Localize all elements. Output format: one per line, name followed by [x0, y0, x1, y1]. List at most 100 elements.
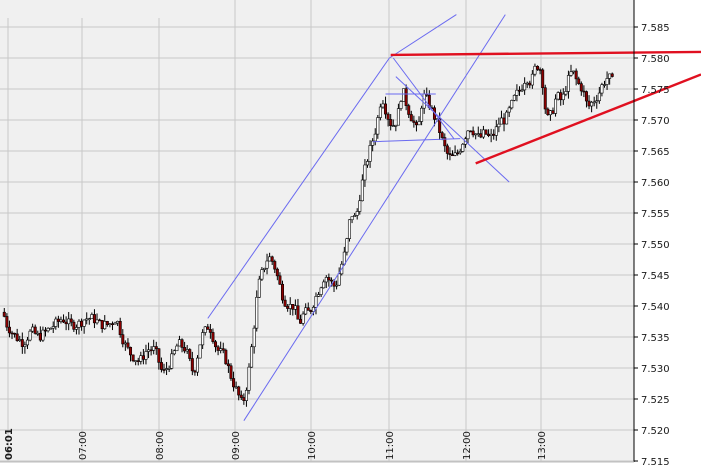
candle-body: [342, 251, 346, 265]
candle-body: [229, 365, 233, 379]
candle-body: [33, 326, 37, 334]
candle-body: [353, 215, 357, 217]
candle-body: [219, 348, 223, 351]
candle-body: [474, 133, 478, 136]
candle-series: [2, 63, 614, 407]
candle-body: [270, 256, 274, 262]
candle-body: [502, 117, 506, 125]
candle-body: [51, 326, 55, 329]
candle-body: [471, 130, 475, 136]
candle-body: [23, 344, 27, 347]
candle-body: [451, 154, 455, 157]
candle-body: [492, 133, 496, 136]
candle-body: [244, 390, 248, 401]
candle-body: [396, 108, 400, 126]
candle-body: [350, 216, 354, 221]
candle-body: [394, 124, 398, 127]
trend-line-resistance[interactable]: [390, 50, 701, 57]
candle-body: [561, 93, 565, 101]
trend-line-channel-upper[interactable]: [207, 57, 390, 319]
candle-body: [481, 129, 485, 138]
candle-body: [378, 106, 382, 118]
candle-body: [255, 296, 259, 329]
candle-body: [569, 71, 573, 76]
candle-body: [226, 363, 230, 367]
candle-body: [386, 113, 390, 120]
candle-body: [505, 111, 509, 125]
trend-line-channel-upper-ext[interactable]: [389, 14, 457, 59]
candle-body: [584, 91, 588, 102]
candle-body: [108, 323, 112, 325]
candle-body: [214, 341, 218, 348]
candle-body: [201, 332, 205, 346]
candle-body: [177, 339, 181, 347]
candle-body: [347, 219, 351, 239]
candle-body: [131, 354, 135, 362]
candle-body: [324, 277, 328, 283]
candle-body: [38, 332, 42, 341]
trend-lines: [207, 14, 701, 421]
time-tick-label: 06:01: [4, 428, 15, 460]
candle-body: [31, 326, 35, 332]
candle-body: [190, 358, 194, 372]
candle-body: [458, 151, 462, 154]
candle-body: [469, 130, 473, 133]
candle-body: [224, 349, 228, 365]
candle-body: [582, 90, 586, 93]
candle-body: [288, 304, 292, 309]
candle-body: [355, 211, 359, 216]
candle-body: [242, 397, 246, 401]
candle-body: [497, 123, 501, 128]
time-tick-label: 12:00: [462, 431, 473, 460]
candle-body: [49, 327, 53, 330]
time-axis[interactable]: 06:01 07:00 08:00 09:00 10:00 11:00 12:00 13:00: [4, 428, 548, 460]
candle-body: [237, 386, 241, 396]
candle-body: [546, 108, 550, 116]
price-tick-label: 7.580: [641, 54, 670, 65]
candle-body: [170, 353, 174, 369]
candle-body: [113, 322, 117, 325]
price-tick-label: 7.585: [641, 23, 670, 34]
candle-body: [25, 339, 29, 346]
candle-body: [548, 110, 552, 116]
candle-body: [564, 91, 568, 95]
price-tick-label: 7.560: [641, 178, 670, 189]
candle-body: [510, 100, 514, 109]
candle-body: [466, 130, 470, 140]
candle-body: [208, 329, 212, 333]
candle-body: [268, 256, 272, 262]
candle-body: [265, 260, 269, 269]
candle-body: [487, 133, 491, 136]
candle-body: [579, 83, 583, 92]
candle-body: [453, 152, 457, 156]
candle-body: [476, 133, 480, 135]
candle-body: [41, 329, 45, 341]
candle-body: [126, 342, 130, 348]
candle-body: [175, 345, 179, 352]
trend-line-channel-lower[interactable]: [243, 14, 506, 421]
trend-line-rising-support[interactable]: [475, 73, 701, 165]
candle-body: [98, 319, 102, 322]
candle-body: [64, 321, 68, 325]
candle-body: [250, 346, 254, 368]
trend-line-flag-bottom[interactable]: [372, 138, 461, 143]
candle-body: [87, 318, 91, 321]
candle-body: [440, 132, 444, 138]
candle-body: [185, 349, 189, 352]
candle-body: [195, 357, 199, 373]
candle-body: [445, 145, 449, 154]
candle-body: [80, 320, 84, 327]
candle-body: [420, 107, 424, 122]
trend-line-descend-upper[interactable]: [392, 57, 455, 139]
candle-body: [371, 140, 375, 146]
candle-body: [67, 318, 71, 325]
candle-body: [141, 355, 145, 360]
price-tick-label: 7.565: [641, 147, 670, 158]
price-axis[interactable]: 7.585 7.580 7.575 7.570 7.565 7.560 7.555 7.550…: [634, 23, 670, 468]
candle-body: [262, 267, 266, 270]
candle-body: [337, 273, 341, 286]
candle-body: [193, 370, 197, 373]
candle-body: [162, 369, 166, 371]
candle-body: [358, 200, 362, 212]
